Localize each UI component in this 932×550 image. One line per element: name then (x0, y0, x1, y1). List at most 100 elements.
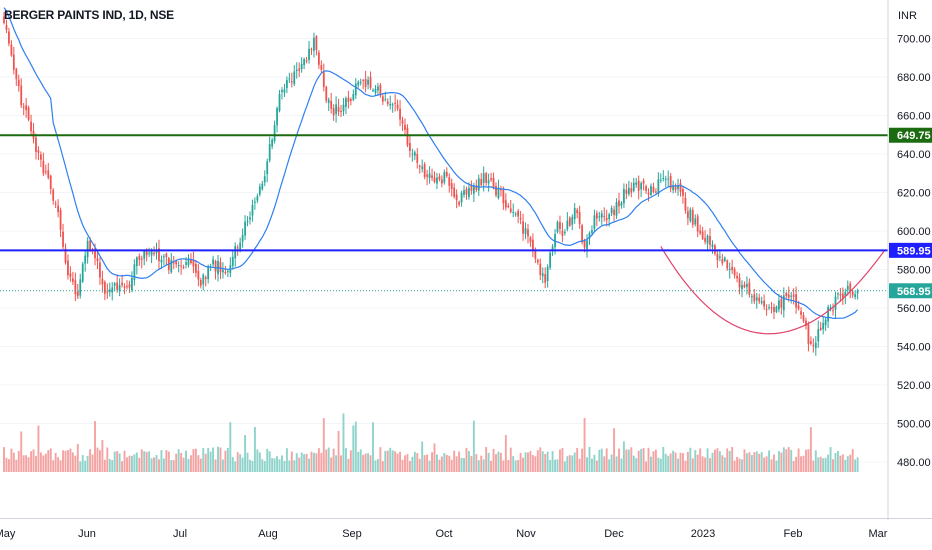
volume-bar (300, 452, 303, 472)
candle-body (244, 221, 246, 236)
candle-body (40, 154, 42, 160)
volume-bar (263, 461, 266, 472)
candle-body (765, 308, 768, 310)
volume-bar (800, 456, 802, 472)
candle-body (591, 230, 593, 233)
volume-bar (512, 456, 515, 472)
volume-bar (27, 457, 30, 472)
candle-body (126, 286, 128, 288)
candle-body (593, 215, 596, 229)
candle-body (202, 274, 205, 285)
candle-body (492, 177, 495, 188)
volume-bar (637, 450, 640, 472)
candle-body (367, 79, 369, 85)
candle-body (487, 180, 490, 184)
volume-bar (396, 453, 399, 472)
candle-body (359, 82, 362, 84)
candle-body (79, 279, 82, 296)
candle-body (330, 101, 333, 109)
volume-bar (172, 460, 175, 472)
candle-body (251, 205, 254, 216)
candle-body (347, 97, 350, 102)
volume-bar (795, 456, 798, 472)
candle-body (135, 257, 138, 267)
candle-body (758, 297, 761, 302)
volume-bar (246, 452, 249, 472)
candle-body (89, 240, 91, 251)
volume-bar (386, 450, 389, 472)
candle-body (96, 258, 99, 261)
volume-bar (217, 446, 219, 472)
candle-body (539, 263, 542, 275)
y-tick-label: 520.00 (897, 380, 931, 392)
volume-bar (458, 451, 461, 472)
chart-grid (0, 38, 888, 463)
candle-body (283, 89, 286, 93)
y-tick-label: 580.00 (897, 265, 931, 277)
volume-bar (701, 456, 704, 472)
candle-body (571, 216, 574, 225)
candle-body (305, 60, 308, 62)
candle-body (763, 300, 766, 307)
volume-bar (47, 450, 50, 472)
volume-bar (450, 459, 453, 472)
candle-body (411, 153, 414, 155)
candle-body (768, 307, 770, 309)
volume-bar (123, 450, 126, 472)
volume-bar (126, 457, 128, 472)
candle-body (544, 274, 547, 283)
candle-body (404, 124, 406, 131)
candle-body (71, 278, 74, 282)
candle-body (832, 310, 834, 312)
volume-bar (340, 455, 342, 472)
volume-bar (74, 455, 77, 472)
candle-body (753, 294, 756, 302)
candle-body (605, 217, 608, 221)
volume-bar (234, 461, 237, 472)
candle-body (303, 59, 306, 65)
volume-bar (121, 461, 124, 472)
candle-body (438, 176, 441, 180)
candle-body (37, 150, 40, 153)
candle-body (394, 102, 397, 104)
candle-body (42, 160, 45, 174)
candle-body (182, 267, 185, 269)
candle-body (443, 171, 446, 183)
candle-body (246, 221, 249, 223)
chart-title: BERGER PAINTS IND, 1D, NSE (4, 8, 174, 22)
volume-bar (603, 456, 606, 472)
volume-bar (829, 447, 832, 472)
volume-bar (620, 458, 623, 472)
volume-bar (598, 449, 601, 472)
volume-bar (226, 447, 229, 472)
volume-bar (347, 458, 350, 472)
candle-body (470, 185, 473, 191)
volume-bar (443, 453, 446, 472)
candle-body (608, 214, 611, 220)
candle-body (694, 218, 697, 225)
volume-bar (684, 460, 687, 472)
volume-bar (212, 447, 215, 472)
volume-bar (143, 451, 146, 472)
volume-bar (369, 455, 372, 472)
candle-body (76, 291, 79, 297)
candle-body (138, 256, 141, 260)
volume-bar (640, 449, 643, 472)
volume-bar (519, 452, 522, 472)
volume-bar (285, 448, 288, 472)
volume-bar (150, 458, 153, 472)
volume-bar (283, 460, 286, 472)
candle-body (111, 287, 114, 293)
candle-body (578, 212, 581, 225)
candle-body (760, 301, 763, 304)
volume-bar (116, 451, 119, 472)
volume-bars (3, 413, 859, 472)
candle-body (576, 209, 579, 214)
candle-body (54, 203, 57, 205)
volume-bar (89, 449, 92, 472)
volume-bar (814, 450, 817, 472)
volume-bar (817, 457, 820, 472)
candle-body (600, 213, 603, 218)
volume-bar (600, 448, 603, 472)
